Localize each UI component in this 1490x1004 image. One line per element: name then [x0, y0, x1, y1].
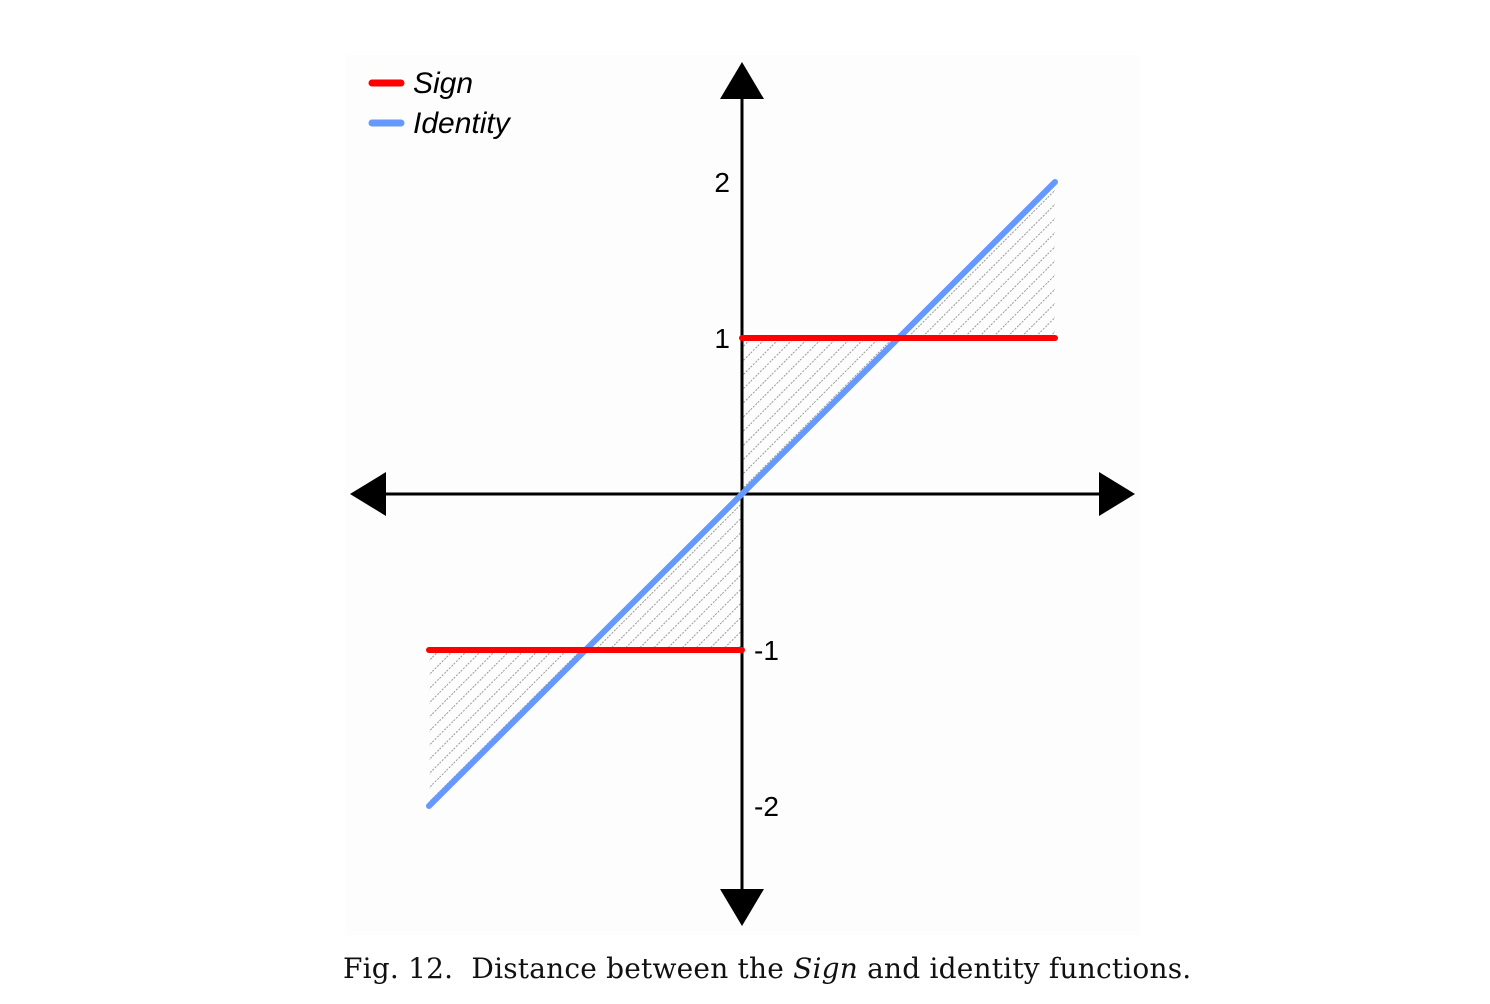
- figure-caption: Fig. 12. Distance between the Sign and i…: [343, 952, 1191, 985]
- y-axis-up-arrow-icon: [720, 62, 764, 99]
- x-axis-left-arrow-icon: [350, 472, 386, 516]
- legend-label-sign: Sign: [413, 67, 473, 100]
- y-tick-label: -2: [754, 791, 779, 822]
- caption-italic: Sign: [793, 952, 858, 985]
- legend-label-identity: Identity: [413, 107, 512, 140]
- caption-prefix: Fig. 12. Distance between the: [343, 952, 794, 985]
- legend: Sign Identity: [368, 67, 512, 140]
- y-tick-label: 1: [714, 323, 730, 354]
- y-tick-label: -1: [754, 635, 779, 666]
- tick-labels: 2 1 -1 -2: [714, 167, 778, 822]
- x-axis-right-arrow-icon: [1099, 472, 1135, 516]
- y-axis-down-arrow-icon: [720, 889, 764, 926]
- y-tick-label: 2: [714, 167, 730, 198]
- caption-suffix: and identity functions.: [858, 952, 1192, 985]
- series-lines: [426, 179, 1058, 809]
- series-identity-segment: [426, 179, 1058, 809]
